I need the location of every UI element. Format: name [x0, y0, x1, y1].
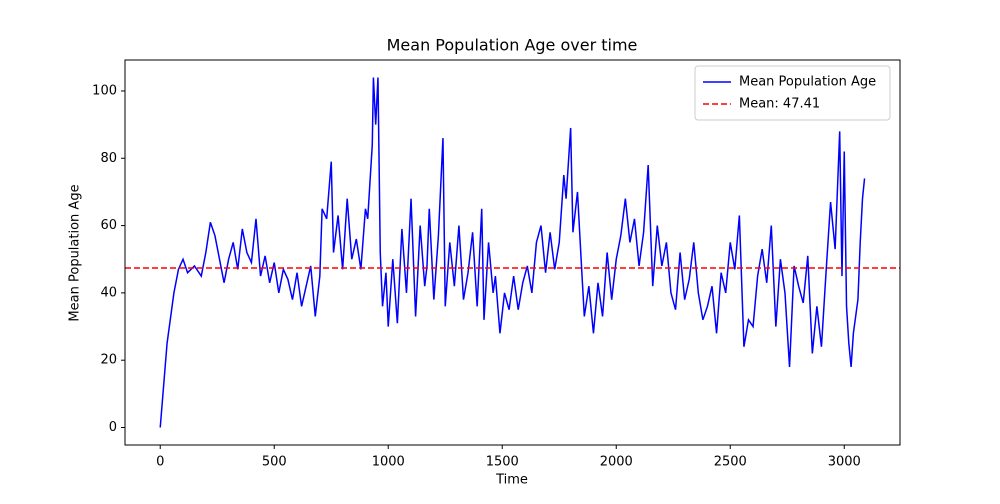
legend-box	[694, 65, 891, 121]
x-tick-label: 3000	[828, 455, 861, 470]
x-tick-label: 500	[262, 455, 287, 470]
legend: Mean Population Age Mean: 47.41	[694, 65, 891, 121]
y-axis-label: Mean Population Age	[68, 184, 83, 321]
x-tick-label: 2000	[600, 455, 633, 470]
y-tick-label: 100	[92, 83, 117, 98]
y-tick-label: 20	[100, 353, 117, 368]
y-tick-label: 40	[100, 285, 117, 300]
y-tick-label: 60	[100, 218, 117, 233]
legend-label: Mean Population Age	[739, 75, 876, 90]
y-tick-label: 0	[109, 420, 117, 435]
data-line	[159, 77, 866, 428]
legend-label: Mean: 47.41	[739, 97, 820, 112]
plot-frame	[124, 59, 901, 446]
x-tick-label: 1000	[372, 455, 405, 470]
x-tick-label: 2500	[714, 455, 747, 470]
x-tick-label: 1500	[486, 455, 519, 470]
x-tick-label: 0	[156, 455, 164, 470]
x-axis-label: Time	[495, 473, 528, 488]
chart-title: Mean Population Age over time	[387, 36, 638, 55]
y-tick-label: 80	[100, 151, 117, 166]
